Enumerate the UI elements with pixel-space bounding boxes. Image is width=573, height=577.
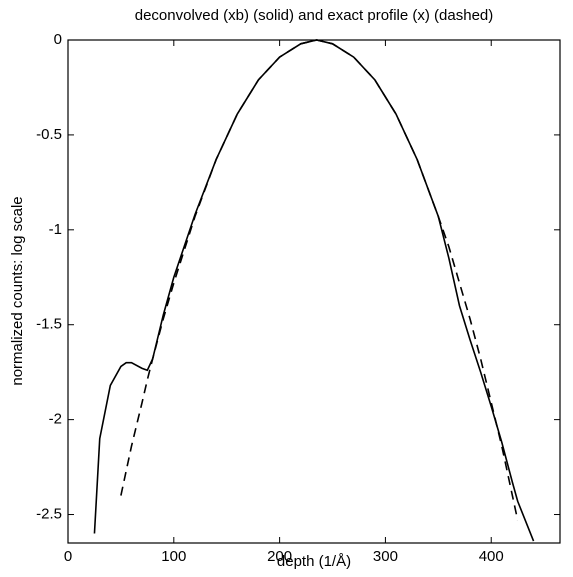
y-tick-label: -2 [49, 411, 62, 428]
y-tick-label: -2.5 [36, 505, 62, 522]
y-tick-label: -1 [49, 221, 62, 238]
x-axis-label: depth (1/Å) [277, 553, 351, 570]
series-line [120, 39, 519, 521]
x-tick-label: 0 [64, 548, 72, 565]
series-line [93, 39, 535, 542]
x-tick-label: 400 [479, 548, 504, 565]
chart-title: deconvolved (xb) (solid) and exact profi… [135, 7, 494, 24]
x-tick-label: 200 [267, 548, 292, 565]
y-tick-label: -0.5 [36, 126, 62, 143]
x-tick-label: 300 [373, 548, 398, 565]
y-tick-label: -1.5 [36, 316, 62, 333]
x-tick-label: 100 [161, 548, 186, 565]
y-axis-label: normalized counts: log scale [9, 196, 26, 385]
plot-frame [67, 39, 561, 544]
y-tick-label: 0 [54, 31, 62, 48]
